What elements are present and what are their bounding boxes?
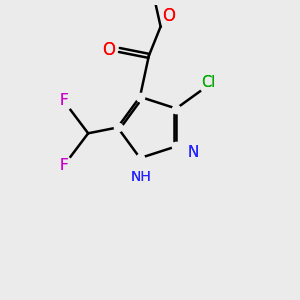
Text: O: O (102, 41, 115, 59)
Text: O: O (102, 41, 115, 59)
Text: F: F (59, 93, 68, 108)
Text: N: N (188, 145, 200, 160)
Text: O: O (162, 7, 175, 25)
Text: Cl: Cl (202, 75, 216, 90)
Text: N: N (188, 145, 200, 160)
Text: O: O (162, 7, 175, 25)
Text: F: F (59, 158, 68, 173)
Text: Cl: Cl (202, 75, 216, 90)
Text: NH: NH (131, 170, 152, 184)
Text: F: F (59, 158, 68, 173)
Text: F: F (59, 93, 68, 108)
Text: NH: NH (131, 170, 152, 184)
